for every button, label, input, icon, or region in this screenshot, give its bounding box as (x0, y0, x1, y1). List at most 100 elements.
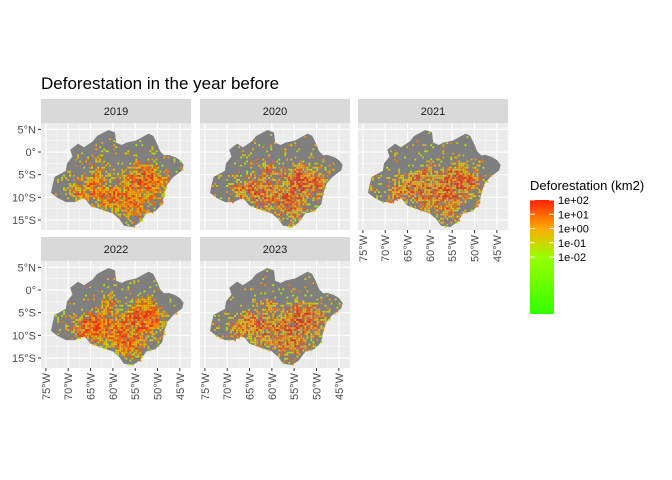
deforestation-cell (111, 341, 114, 344)
deforestation-cell (270, 146, 273, 149)
deforestation-cell (316, 193, 319, 196)
deforestation-cell (258, 197, 261, 200)
deforestation-cell (278, 207, 281, 210)
deforestation-cell (115, 317, 118, 319)
deforestation-cell (300, 168, 303, 171)
deforestation-cell (392, 197, 394, 200)
deforestation-cell (264, 341, 267, 344)
deforestation-cell (316, 325, 319, 327)
deforestation-cell (135, 317, 138, 319)
deforestation-cell (139, 300, 142, 303)
deforestation-cell (284, 199, 287, 202)
deforestation-cell (256, 321, 259, 323)
deforestation-cell (111, 189, 114, 191)
deforestation-cell (438, 195, 441, 198)
deforestation-cell (238, 170, 240, 173)
deforestation-cell (103, 179, 106, 181)
deforestation-cell (113, 337, 116, 340)
deforestation-cell (454, 172, 457, 175)
deforestation-cell (151, 211, 154, 214)
deforestation-cell (254, 317, 256, 319)
deforestation-cell (135, 300, 138, 303)
deforestation-cell (284, 341, 287, 344)
deforestation-cell (83, 166, 85, 169)
deforestation-cell (296, 187, 299, 189)
deforestation-cell (286, 177, 289, 179)
deforestation-cell (272, 315, 275, 317)
deforestation-cell (147, 166, 150, 169)
deforestation-cell (440, 195, 443, 198)
deforestation-cell (438, 181, 441, 183)
deforestation-cell (262, 325, 265, 327)
deforestation-cell (242, 335, 244, 338)
deforestation-cell (105, 329, 108, 331)
deforestation-cell (274, 304, 277, 307)
deforestation-cell (434, 181, 437, 183)
deforestation-cell (440, 199, 443, 202)
deforestation-cell (388, 189, 390, 191)
deforestation-cell (422, 181, 425, 183)
deforestation-cell (165, 312, 168, 315)
deforestation-cell (89, 319, 91, 321)
deforestation-cell (266, 323, 269, 325)
deforestation-cell (141, 333, 144, 336)
deforestation-cell (127, 189, 130, 191)
deforestation-cell (280, 215, 283, 218)
deforestation-cell (286, 217, 289, 220)
deforestation-cell (290, 213, 293, 216)
deforestation-cell (316, 162, 319, 165)
deforestation-cell (292, 363, 295, 366)
deforestation-cell (440, 207, 443, 210)
deforestation-cell (266, 270, 269, 272)
deforestation-cell (103, 199, 106, 202)
deforestation-cell (79, 317, 81, 319)
deforestation-cell (141, 327, 144, 329)
deforestation-cell (228, 183, 230, 185)
deforestation-cell (240, 164, 242, 167)
deforestation-cell (278, 325, 281, 327)
deforestation-cell (109, 179, 112, 181)
deforestation-cell (131, 172, 134, 175)
deforestation-cell (228, 323, 230, 325)
deforestation-cell (131, 321, 134, 323)
deforestation-cell (380, 183, 382, 185)
deforestation-cell (256, 329, 259, 331)
deforestation-cell (446, 211, 449, 214)
deforestation-cell (81, 333, 83, 336)
deforestation-cell (73, 302, 75, 305)
deforestation-cell (298, 195, 301, 198)
deforestation-cell (85, 195, 87, 198)
deforestation-cell (284, 359, 287, 362)
deforestation-cell (300, 183, 303, 185)
deforestation-cell (228, 312, 230, 315)
deforestation-cell (416, 185, 419, 187)
deforestation-cell (408, 181, 410, 183)
deforestation-cell (282, 361, 285, 364)
deforestation-cell (260, 339, 263, 342)
deforestation-cell (420, 185, 423, 187)
deforestation-cell (101, 207, 104, 210)
deforestation-cell (103, 189, 106, 191)
deforestation-cell (87, 327, 89, 329)
deforestation-cell (270, 304, 273, 307)
deforestation-cell (125, 187, 128, 189)
deforestation-cell (278, 187, 281, 189)
deforestation-cell (290, 185, 293, 187)
deforestation-cell (220, 337, 222, 340)
deforestation-cell (290, 191, 293, 193)
deforestation-cell (105, 312, 108, 315)
deforestation-cell (254, 321, 256, 323)
deforestation-cell (450, 215, 453, 218)
deforestation-cell (446, 177, 449, 179)
deforestation-cell (79, 191, 81, 193)
deforestation-cell (314, 319, 317, 321)
deforestation-cell (390, 199, 392, 202)
deforestation-cell (129, 195, 132, 198)
deforestation-cell (135, 185, 138, 187)
deforestation-cell (310, 302, 313, 305)
deforestation-cell (117, 203, 120, 206)
deforestation-cell (254, 298, 256, 301)
deforestation-cell (250, 325, 252, 327)
deforestation-cell (468, 172, 471, 175)
deforestation-cell (418, 193, 421, 196)
